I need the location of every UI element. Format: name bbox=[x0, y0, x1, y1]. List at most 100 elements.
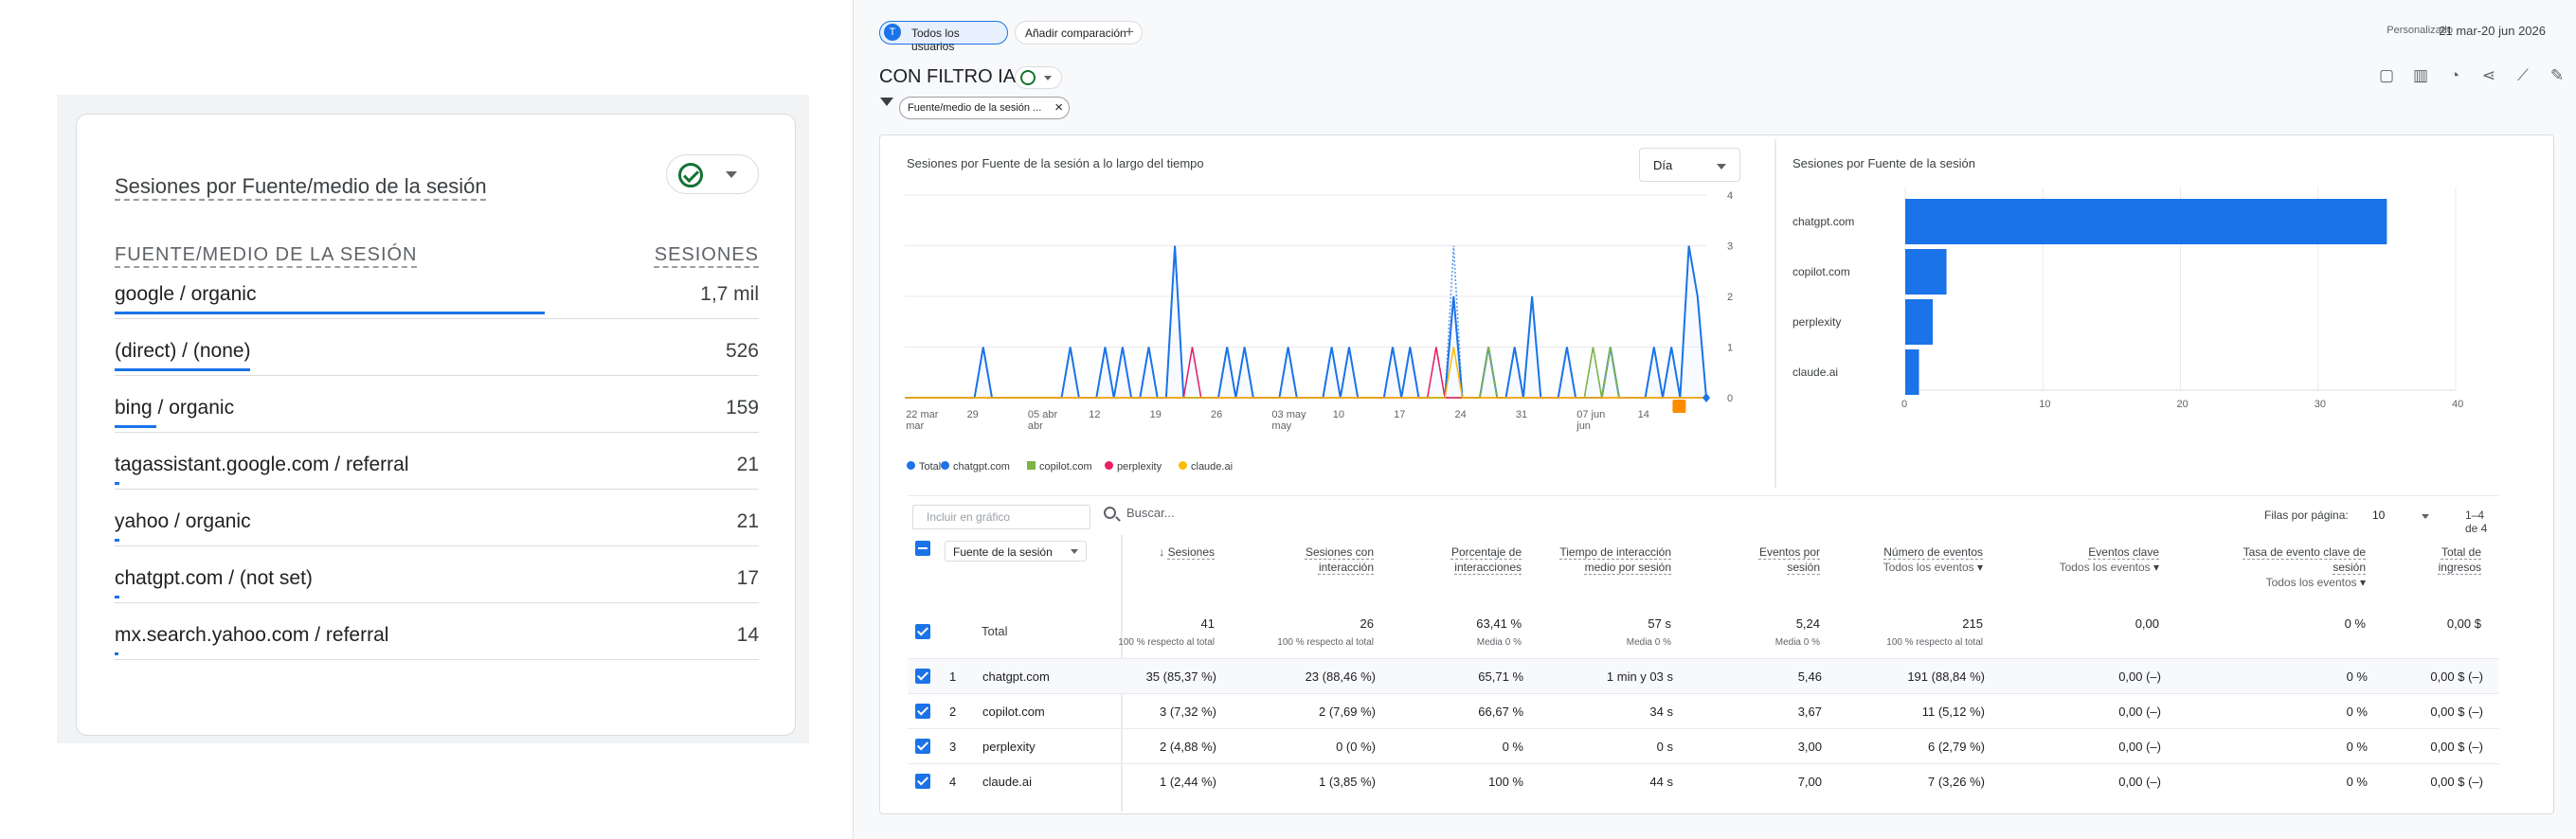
table-row[interactable]: 1 chatgpt.com 35 (85,37 %) 23 (88,46 %) 65,7… bbox=[908, 658, 2499, 693]
column-header[interactable]: Eventos clave Todos los eventos ▾ bbox=[2060, 544, 2159, 575]
chevron-down-icon[interactable] bbox=[2422, 514, 2429, 519]
category-label: chatgpt.com bbox=[1792, 215, 1854, 228]
row-value: 17 bbox=[736, 567, 759, 589]
legend-item[interactable]: chatgpt.com bbox=[941, 461, 1010, 473]
include-in-chart-button[interactable]: Incluir en gráfico bbox=[912, 505, 1090, 529]
row-checkbox[interactable] bbox=[915, 739, 930, 754]
table-cell: 0 (0 %) bbox=[1336, 740, 1376, 754]
row-source-name[interactable]: chatgpt.com bbox=[982, 669, 1050, 684]
legend-item[interactable]: claude.ai bbox=[1179, 461, 1233, 473]
compare-icon[interactable]: ▥ bbox=[2412, 66, 2429, 84]
legend-item[interactable]: copilot.com bbox=[1027, 461, 1092, 473]
legend-item[interactable]: perplexity bbox=[1105, 461, 1162, 473]
column-header-dimension[interactable]: FUENTE/MEDIO DE LA SESIÓN bbox=[115, 244, 418, 265]
table-row[interactable]: mx.search.yahoo.com / referral 14 bbox=[115, 611, 759, 660]
header-label-2: medio por sesión bbox=[1584, 561, 1671, 574]
total-checkbox[interactable] bbox=[915, 624, 930, 639]
total-subtext: 100 % respecto al total bbox=[1118, 637, 1215, 648]
chart-divider bbox=[1774, 139, 1776, 488]
column-header[interactable]: Porcentaje de interacciones bbox=[1451, 544, 1522, 575]
table-row[interactable]: (direct) / (none) 526 bbox=[115, 327, 759, 376]
legend-label: claude.ai bbox=[1191, 461, 1234, 473]
row-number: 3 bbox=[949, 740, 957, 754]
check-circle-icon bbox=[678, 163, 703, 187]
table-row[interactable]: 2 copilot.com 3 (7,32 %) 2 (7,69 %) 66,67 % 3… bbox=[908, 693, 2499, 728]
legend-item[interactable]: Total bbox=[907, 461, 941, 473]
table-cell: 0,00 (–) bbox=[2118, 669, 2161, 684]
column-header[interactable]: Tiempo de interacción medio por sesión bbox=[1559, 544, 1671, 575]
row-checkbox[interactable] bbox=[915, 669, 930, 684]
header-label-2: interacciones bbox=[1454, 561, 1522, 574]
table-row[interactable]: chatgpt.com / (not set) 17 bbox=[115, 554, 759, 603]
insights-icon[interactable]: ▢ bbox=[2378, 66, 2395, 84]
legend-label: perplexity bbox=[1117, 461, 1162, 473]
category-label: claude.ai bbox=[1792, 366, 1838, 379]
table-cell: 2 (7,69 %) bbox=[1319, 705, 1376, 719]
row-source-name[interactable]: copilot.com bbox=[982, 705, 1045, 719]
row-value: 21 bbox=[736, 454, 759, 475]
table-row[interactable]: 4 claude.ai 1 (2,44 %) 1 (3,85 %) 100 % 44 s 7… bbox=[908, 763, 2499, 798]
column-header[interactable]: Tasa de evento clave de sesión Todos los e… bbox=[2243, 544, 2366, 590]
event-filter-select[interactable]: Todos los eventos bbox=[2265, 576, 2357, 589]
all-users-label: Todos los usuarios bbox=[911, 27, 960, 53]
table-row[interactable]: 3 perplexity 2 (4,88 %) 0 (0 %) 0 % 0 s 3,00 6 … bbox=[908, 728, 2499, 763]
share-icon[interactable]: ⋖ bbox=[2481, 66, 2496, 84]
granularity-select[interactable]: Día bbox=[1639, 148, 1740, 182]
close-icon[interactable]: × bbox=[1054, 99, 1063, 116]
dimension-selector[interactable]: Fuente de la sesión bbox=[945, 541, 1087, 562]
date-range-picker[interactable]: 21 mar-20 jun 2026 bbox=[2439, 24, 2546, 38]
view-icon[interactable]: ◔ bbox=[2449, 66, 2460, 84]
add-comparison-chip[interactable]: Añadir comparación + bbox=[1015, 21, 1143, 45]
column-header[interactable]: Número de eventos Todos los eventos ▾ bbox=[1883, 544, 1983, 575]
y-tick-label: 2 bbox=[1727, 292, 1733, 303]
row-source-name[interactable]: perplexity bbox=[982, 740, 1036, 754]
total-value: 0,00 $ bbox=[2446, 616, 2481, 631]
x-tick-label: 24 bbox=[1455, 409, 1467, 420]
column-header[interactable]: Sesiones con interacción bbox=[1306, 544, 1374, 575]
legend-label: Total bbox=[919, 461, 942, 473]
table-row[interactable]: yahoo / organic 21 bbox=[115, 497, 759, 546]
table-cell: 11 (5,12 %) bbox=[1921, 705, 1985, 719]
pagination-text: 1–4 de 4 bbox=[2465, 509, 2488, 535]
table-row[interactable]: google / organic 1,7 mil bbox=[115, 270, 759, 319]
avatar: T bbox=[884, 24, 901, 41]
table-row[interactable]: tagassistant.google.com / referral 21 bbox=[115, 440, 759, 490]
table-cell: 3,67 bbox=[1797, 705, 1822, 719]
table-cell: 0,00 $ (–) bbox=[2430, 705, 2483, 719]
total-subtext: Media 0 % bbox=[1626, 637, 1671, 648]
table-row[interactable]: bing / organic 159 bbox=[115, 384, 759, 433]
filter-chip[interactable]: Fuente/medio de la sesión ... × bbox=[899, 97, 1070, 119]
event-filter-select[interactable]: Todos los eventos bbox=[2059, 561, 2151, 574]
search-input[interactable]: Buscar... bbox=[1102, 506, 1594, 528]
column-header[interactable]: Eventos por sesión bbox=[1759, 544, 1820, 575]
bar bbox=[1905, 249, 1947, 295]
column-header-sessions[interactable]: SESIONES bbox=[654, 244, 759, 265]
row-checkbox[interactable] bbox=[915, 774, 930, 789]
row-source-name[interactable]: claude.ai bbox=[982, 775, 1033, 789]
x-tick-label: 31 bbox=[1516, 409, 1527, 420]
table-cell: 34 s bbox=[1649, 705, 1673, 719]
all-users-chip[interactable]: T Todos los usuarios bbox=[879, 21, 1008, 53]
row-bar bbox=[115, 652, 119, 655]
y-tick-label: 4 bbox=[1727, 190, 1733, 202]
trend-icon[interactable]: ⟋ bbox=[2517, 66, 2529, 84]
card-title[interactable]: Sesiones por Fuente/medio de la sesión bbox=[115, 174, 487, 198]
rows-per-page-select[interactable]: 10 bbox=[2372, 509, 2386, 522]
column-header[interactable]: Total de ingresos bbox=[2439, 544, 2481, 575]
compare-status-button[interactable] bbox=[666, 154, 759, 194]
category-label: perplexity bbox=[1792, 315, 1841, 329]
table-cell: 35 (85,37 %) bbox=[1145, 669, 1216, 684]
column-header[interactable]: ↓ Sesiones bbox=[1159, 544, 1215, 560]
event-filter-select[interactable]: Todos los eventos bbox=[1882, 561, 1974, 574]
total-value: 5,24 bbox=[1795, 616, 1820, 631]
select-all-checkbox[interactable] bbox=[915, 541, 930, 556]
row-checkbox[interactable] bbox=[915, 704, 930, 719]
table-cell: 191 (88,84 %) bbox=[1907, 669, 1985, 684]
edit-icon[interactable]: ✎ bbox=[2549, 66, 2565, 84]
top-bar: T Todos los usuarios Añadir comparación … bbox=[854, 0, 2576, 62]
row-label: google / organic bbox=[115, 283, 257, 305]
report-status-chip[interactable] bbox=[1015, 66, 1062, 89]
total-value: 0,00 bbox=[2135, 616, 2159, 631]
table-cell: 0 % bbox=[2346, 775, 2368, 789]
chevron-down-icon: ▾ bbox=[2150, 561, 2159, 574]
